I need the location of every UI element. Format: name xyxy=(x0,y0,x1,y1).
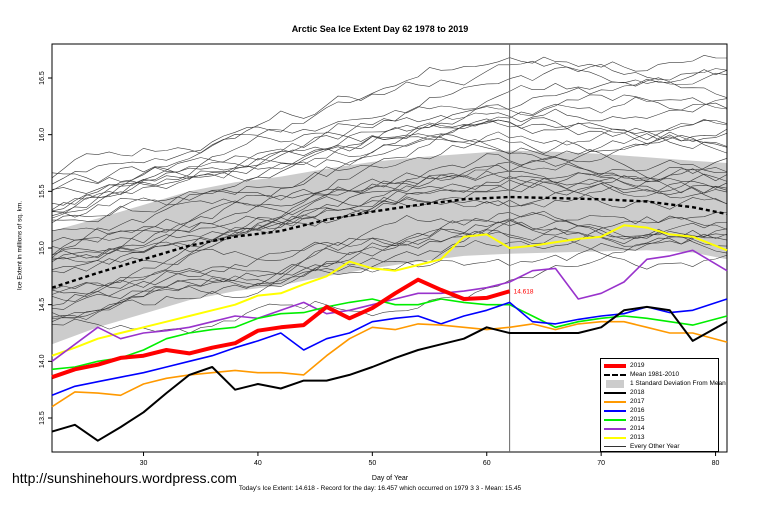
y-tick-label: 15.0 xyxy=(39,241,46,255)
x-tick-label: 30 xyxy=(140,460,148,467)
series-2016 xyxy=(51,298,728,397)
other-year-line xyxy=(51,54,728,185)
y-tick-label: 16.0 xyxy=(39,128,46,142)
legend-label: 2019 xyxy=(630,362,645,369)
other-year-line xyxy=(51,221,728,299)
other-year-line xyxy=(51,102,728,191)
other-year-line xyxy=(51,134,728,235)
other-year-line xyxy=(51,212,728,322)
other-year-line xyxy=(51,119,728,259)
x-axis-label: Day of Year xyxy=(371,475,409,482)
other-year-line xyxy=(51,212,728,319)
watermark-url: http://sunshinehours.wordpress.com xyxy=(12,470,237,486)
other-year-line xyxy=(51,178,728,265)
legend-item-2019: 2019 xyxy=(604,361,644,370)
legend-item-2017: 2017 xyxy=(604,397,644,406)
other-year-line xyxy=(51,131,728,214)
y-tick-label: 13.5 xyxy=(39,411,46,425)
other-year-line xyxy=(51,228,728,310)
legend-label: 2017 xyxy=(630,398,645,405)
legend-label: Mean 1981-2010 xyxy=(630,371,680,378)
x-tick-label: 80 xyxy=(712,460,720,467)
series-2018 xyxy=(51,305,728,442)
legend-item-2013: 2013 xyxy=(604,433,644,442)
y-tick-label: 15.5 xyxy=(39,184,46,198)
x-tick-label: 40 xyxy=(254,460,262,467)
other-year-line xyxy=(51,119,728,206)
other-year-line xyxy=(51,233,728,334)
legend-label: 2015 xyxy=(630,416,645,423)
legend-item-2015: 2015 xyxy=(604,415,644,424)
y-tick-label: 14.0 xyxy=(39,354,46,368)
y-axis-label: Ice Extent in millions of sq. km. xyxy=(16,200,24,291)
legend-label: 2014 xyxy=(630,425,645,432)
other-year-line xyxy=(51,96,728,270)
legend-item-2018: 2018 xyxy=(604,388,644,397)
other-year-line xyxy=(51,161,728,274)
other-year-line xyxy=(51,215,728,306)
y-tick-label: 16.5 xyxy=(39,71,46,85)
other-year-line xyxy=(51,172,728,256)
series-2019 xyxy=(51,277,511,380)
legend-label: Every Other Year xyxy=(630,443,680,450)
series-2017 xyxy=(51,320,728,408)
legend-item-2016: 2016 xyxy=(604,406,644,415)
other-year-line xyxy=(51,128,728,224)
x-tick-label: 60 xyxy=(483,460,491,467)
series-mean-1981-2010 xyxy=(51,195,728,289)
x-tick-label: 50 xyxy=(368,460,376,467)
series-2013 xyxy=(51,224,728,357)
legend-item-std-dev: 1 Standard Deviation From Mean xyxy=(604,379,726,388)
y-tick-label: 14.5 xyxy=(39,298,46,312)
legend-item-2014: 2014 xyxy=(604,424,644,433)
current-value-label: 14.618 xyxy=(514,288,534,295)
legend-label: 2016 xyxy=(630,407,645,414)
legend-label: 2013 xyxy=(630,434,645,441)
other-year-line xyxy=(51,158,728,302)
other-year-line xyxy=(51,66,728,179)
other-year-line xyxy=(51,60,728,194)
other-year-line xyxy=(51,117,728,184)
x-tick-label: 70 xyxy=(597,460,605,467)
legend-label: 1 Standard Deviation From Mean xyxy=(630,380,726,387)
legend-label: 2018 xyxy=(630,389,645,396)
chart-title: Arctic Sea Ice Extent Day 62 1978 to 201… xyxy=(291,24,469,34)
other-year-line xyxy=(51,210,728,262)
legend: 2019 Mean 1981-2010 1 Standard Deviation… xyxy=(600,358,726,452)
other-year-line xyxy=(51,148,728,263)
other-year-line xyxy=(51,218,728,295)
std-dev-band xyxy=(52,150,727,345)
other-year-line xyxy=(51,170,728,218)
other-year-line xyxy=(51,233,728,319)
legend-item-mean: Mean 1981-2010 xyxy=(604,370,679,379)
other-year-line xyxy=(51,173,728,244)
other-year-line xyxy=(51,119,728,212)
footnote: Today's Ice Extent: 14.618 - Record for … xyxy=(238,485,522,492)
legend-item-every-other-year: Every Other Year xyxy=(604,442,680,451)
